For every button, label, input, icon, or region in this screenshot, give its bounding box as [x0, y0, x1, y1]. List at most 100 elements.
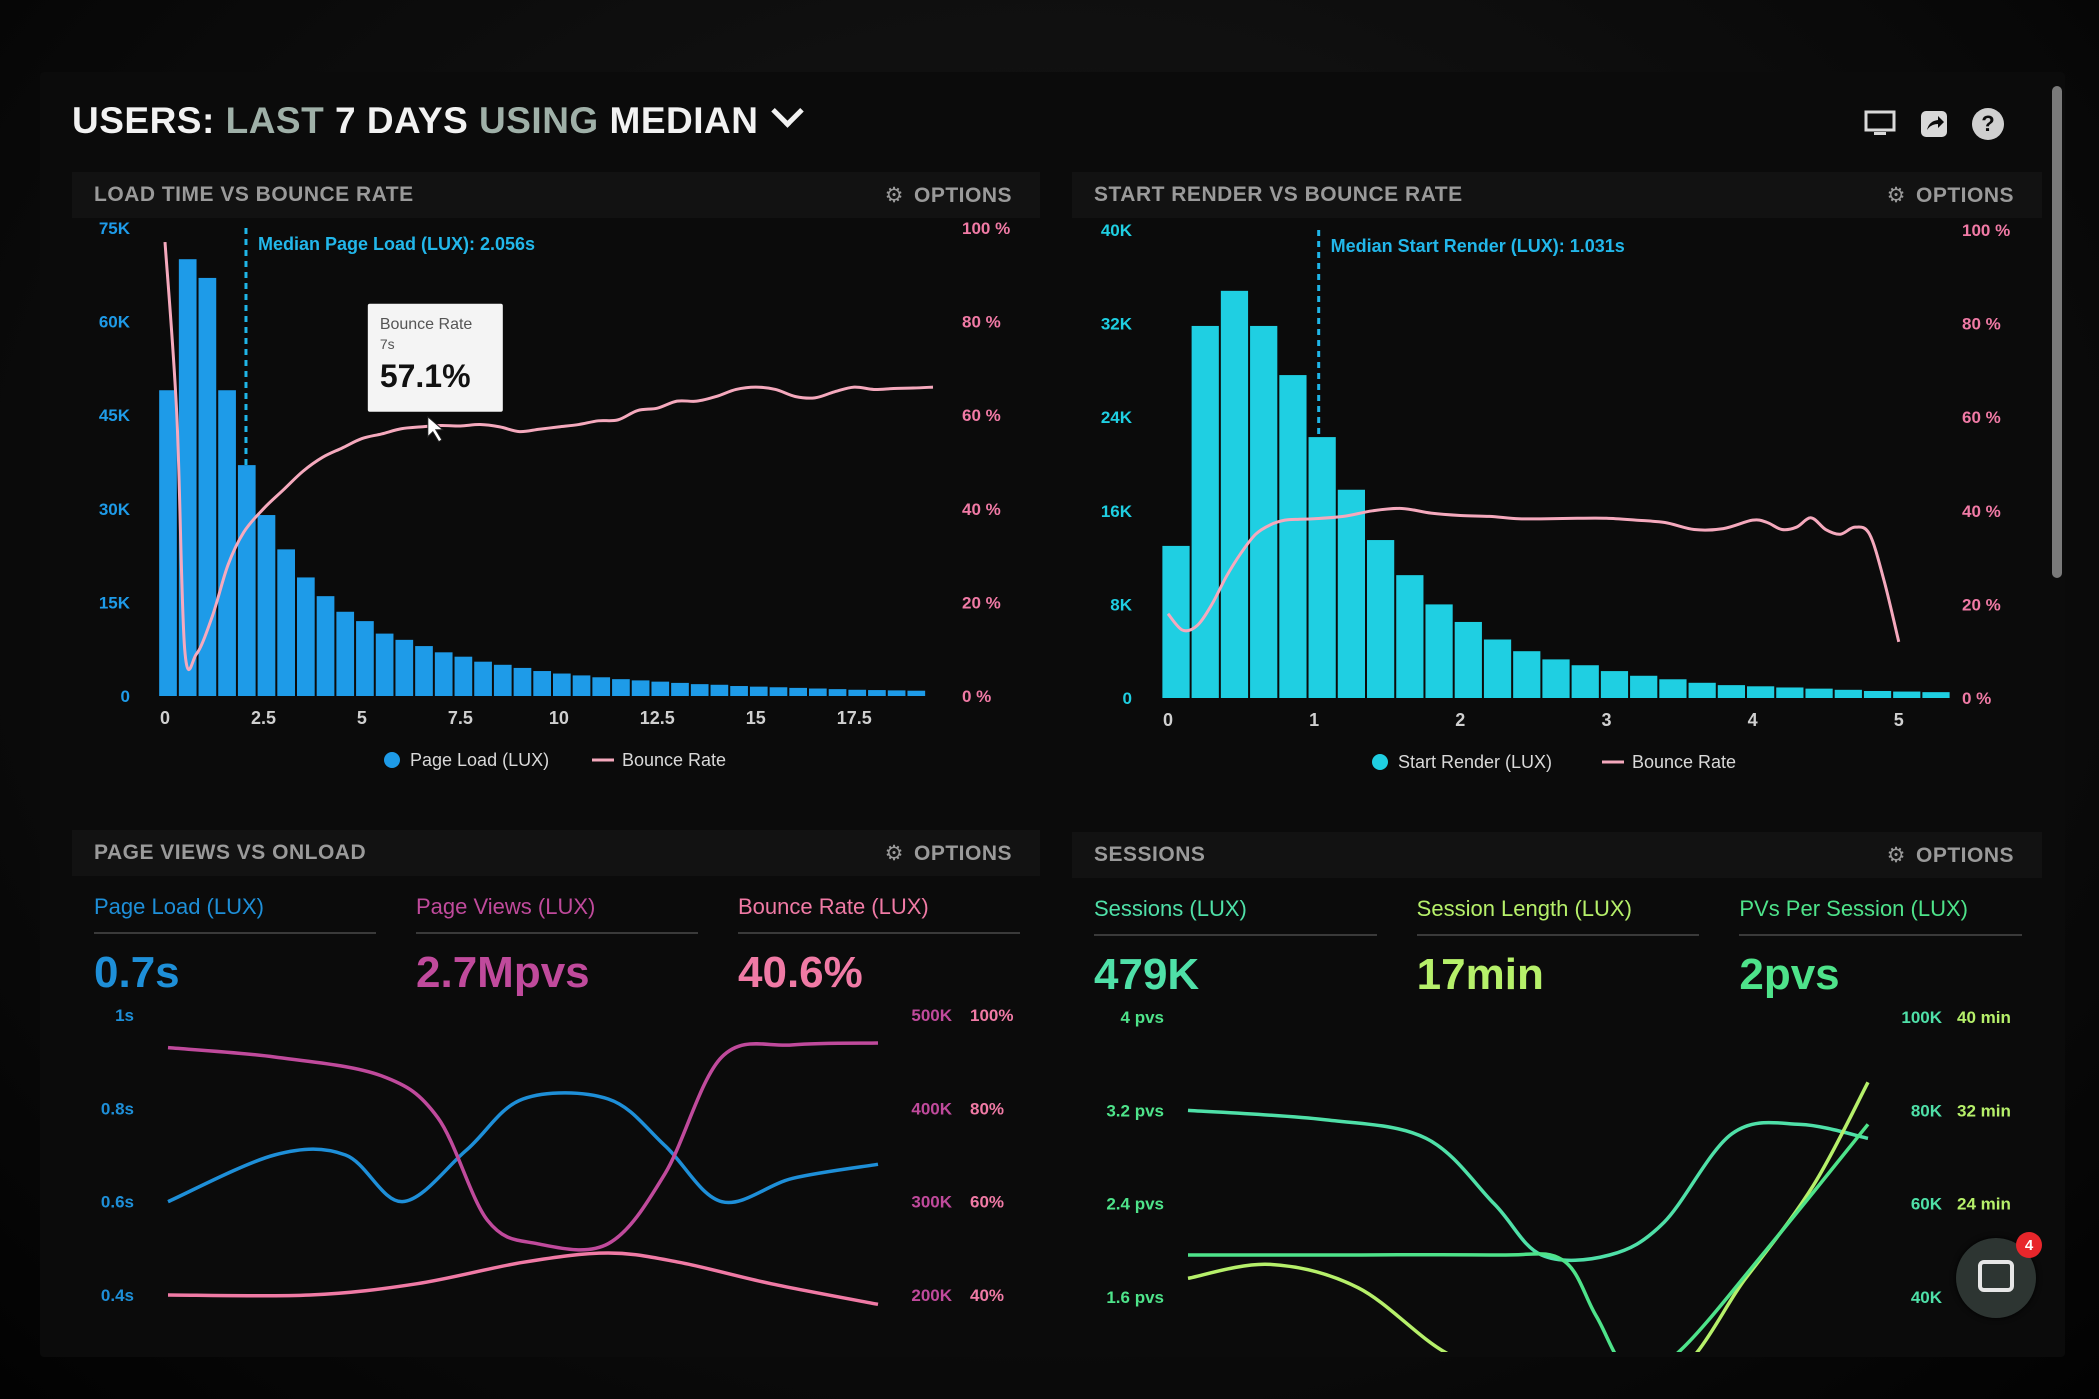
header-toolbar: ? [1864, 108, 2004, 140]
x-axis-tick-label: 2.5 [251, 708, 276, 728]
users-label: USERS: [72, 100, 215, 141]
kpi-row: Page Load (LUX) 0.7s Page Views (LUX) 2.… [94, 894, 1020, 998]
y-axis-tick-label: 0 [1123, 689, 1132, 708]
y-axis-tick-label: 0.8s [101, 1099, 134, 1118]
x-axis-tick-label: 2 [1455, 710, 1465, 730]
share-icon[interactable] [1918, 108, 1950, 140]
median-label: Median Start Render (LUX): 1.031s [1331, 236, 1625, 256]
panel-header: LOAD TIME VS BOUNCE RATE ⚙ OPTIONS [72, 172, 1040, 218]
start-render-chart: 0 8K 16K 24K 32K 40K 0 % 20 % 40 % 60 % 80 % 100 % 0… [1101, 221, 2010, 772]
histogram-bar [1279, 375, 1307, 698]
chat-launcher[interactable]: 4 [1956, 1232, 2042, 1318]
histogram-bar [375, 633, 394, 696]
y-axis-tick-label: 0.6s [101, 1193, 134, 1212]
histogram-bar [1747, 686, 1775, 698]
x-axis-tick-label: 12.5 [640, 708, 675, 728]
histogram-bar [907, 690, 926, 696]
kpi-session-length[interactable]: Session Length (LUX) 17min [1416, 896, 1700, 1000]
chat-icon [1978, 1260, 2014, 1292]
kpi-pvs-per-session[interactable]: PVs Per Session (LUX) 2pvs [1739, 896, 2023, 1000]
median-label: Median Page Load (LUX): 2.056s [258, 234, 535, 254]
histogram-bar [1454, 621, 1482, 698]
monitor-icon[interactable] [1864, 108, 1896, 140]
legend-label: Start Render (LUX) [1398, 752, 1552, 772]
histogram-bar [336, 611, 355, 696]
dashboard-title: USERS: LAST 7 DAYS USING MEDIAN [72, 95, 805, 142]
x-axis-tick-label: 3 [1601, 710, 1611, 730]
y2-axis-tick-label: 100K [1901, 1008, 1942, 1027]
y-axis-tick-label: 4 pvs [1121, 1008, 1164, 1027]
gear-icon: ⚙ [1886, 843, 1906, 867]
histogram-bar [1367, 540, 1395, 698]
gear-icon: ⚙ [1886, 183, 1906, 207]
panel-header: SESSIONS ⚙ OPTIONS [1072, 832, 2042, 878]
histogram-bar [1337, 489, 1365, 698]
kpi-value: 40.6% [738, 948, 863, 997]
y2-axis-tick-label: 20 % [1962, 595, 2001, 614]
x-axis-tick-label: 7.5 [448, 708, 473, 728]
y3-axis-tick-label: 100% [970, 1006, 1013, 1025]
y2-axis-tick-label: 80 % [962, 313, 1001, 332]
bounce-rate-line [163, 241, 934, 671]
panel-header: PAGE VIEWS VS ONLOAD ⚙ OPTIONS [72, 830, 1040, 876]
series-line [167, 1251, 879, 1307]
y-axis-tick-label: 0 [121, 687, 130, 706]
histogram-bar [612, 679, 630, 696]
kpi-value: 2pvs [1739, 950, 1840, 999]
x-axis-tick-label: 4 [1748, 710, 1758, 730]
series-line [1187, 1108, 1869, 1263]
gear-icon: ⚙ [884, 183, 904, 207]
histogram-bar [1805, 688, 1833, 698]
histogram-bar [257, 515, 276, 696]
histogram-bar [789, 687, 807, 696]
legend-label: Page Load (LUX) [410, 750, 549, 770]
kpi-value: 2.7Mpvs [416, 948, 590, 997]
histogram-bar [395, 639, 414, 696]
page-views-chart: 0.4s 0.6s 0.8s 1s 200K 300K 400K 500K 40% 60% 80% 1… [101, 1006, 1013, 1307]
histogram-bar [1659, 679, 1687, 698]
y3-axis-tick-label: 24 min [1957, 1195, 2011, 1214]
x-axis-tick-label: 15 [746, 708, 766, 728]
histogram-bar [1688, 682, 1716, 698]
gear-icon: ⚙ [884, 841, 904, 865]
histogram-bar [690, 684, 709, 696]
histogram-bar [434, 652, 453, 696]
options-button[interactable]: ⚙ OPTIONS [1886, 843, 2014, 867]
y-axis-tick-label: 40K [1101, 221, 1133, 240]
x-axis-tick-label: 10 [549, 708, 569, 728]
histogram-bar [1542, 659, 1570, 698]
kpi-page-load[interactable]: Page Load (LUX) 0.7s [94, 894, 376, 998]
options-button[interactable]: ⚙ OPTIONS [1886, 183, 2014, 207]
histogram-bar [868, 690, 886, 696]
histogram-bar [297, 577, 315, 696]
x-axis-tick-label: 0 [1163, 710, 1173, 730]
y2-axis-tick-label: 40K [1911, 1288, 1943, 1307]
panel-sessions: SESSIONS ⚙ OPTIONS Sessions (LUX) 479K Se… [1072, 832, 2042, 1352]
histogram-bar [631, 680, 650, 696]
stat-dropdown[interactable]: MEDIAN [609, 100, 759, 141]
histogram-bar [1513, 651, 1541, 698]
y2-axis-tick-label: 500K [911, 1006, 952, 1025]
kpi-page-views[interactable]: Page Views (LUX) 2.7Mpvs [416, 894, 698, 998]
kpi-value: 479K [1094, 950, 1200, 999]
histogram-bar [730, 686, 748, 696]
kpi-bounce-rate[interactable]: Bounce Rate (LUX) 40.6% [738, 894, 1020, 998]
histogram-bar [513, 667, 532, 696]
options-button[interactable]: ⚙ OPTIONS [884, 183, 1012, 207]
y2-axis-tick-label: 60 % [962, 406, 1001, 425]
days-label[interactable]: 7 DAYS [334, 100, 469, 141]
tooltip-box [367, 303, 503, 412]
bounce-rate-line [1166, 506, 1901, 643]
help-icon[interactable]: ? [1972, 108, 2004, 140]
histogram-bar [1600, 671, 1629, 698]
histogram-bar [671, 682, 689, 696]
histogram-bar [533, 671, 551, 696]
sessions-chart: 1.6 pvs 2.4 pvs 3.2 pvs 4 pvs 40K 60K 80K 100K 2… [1106, 1008, 2011, 1352]
kpi-sessions[interactable]: Sessions (LUX) 479K [1094, 896, 1377, 1000]
chevron-down-icon[interactable] [771, 95, 805, 128]
options-button[interactable]: ⚙ OPTIONS [884, 841, 1012, 865]
y2-axis-tick-label: 300K [911, 1193, 952, 1212]
scrollbar[interactable] [2052, 86, 2062, 578]
y2-axis-tick-label: 40 % [962, 500, 1001, 519]
y3-axis-tick-label: 60% [970, 1193, 1004, 1212]
